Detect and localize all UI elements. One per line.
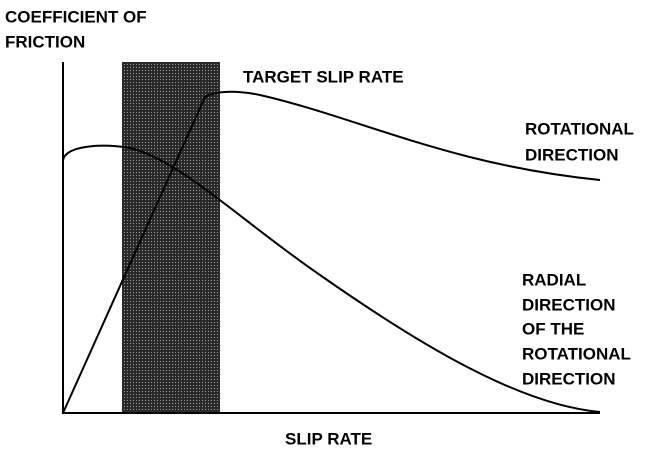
- curve-label: OF THE: [522, 319, 584, 338]
- y-axis-label: FRICTION: [5, 32, 85, 51]
- curve-label: DIRECTION: [522, 295, 616, 314]
- x-axis-label: SLIP RATE: [285, 429, 372, 448]
- radial-curve: [62, 144, 601, 413]
- band-label: TARGET SLIP RATE: [243, 67, 404, 86]
- rotational-curve: [62, 90, 601, 414]
- curve-label: DIRECTION: [522, 369, 616, 388]
- curve-label: ROTATIONAL: [525, 119, 634, 138]
- curve-label: RADIAL: [522, 270, 586, 289]
- y-axis-label: COEFFICIENT OF: [5, 7, 147, 26]
- curve-label: ROTATIONAL: [522, 344, 631, 363]
- target-band: [122, 62, 220, 414]
- curve-label: DIRECTION: [525, 145, 619, 164]
